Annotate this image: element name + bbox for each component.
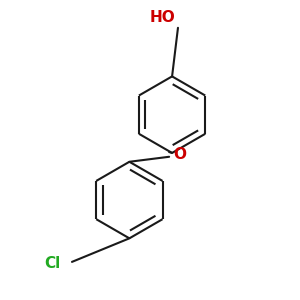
Text: HO: HO — [149, 10, 175, 25]
Text: O: O — [174, 147, 187, 162]
Text: Cl: Cl — [44, 256, 60, 271]
